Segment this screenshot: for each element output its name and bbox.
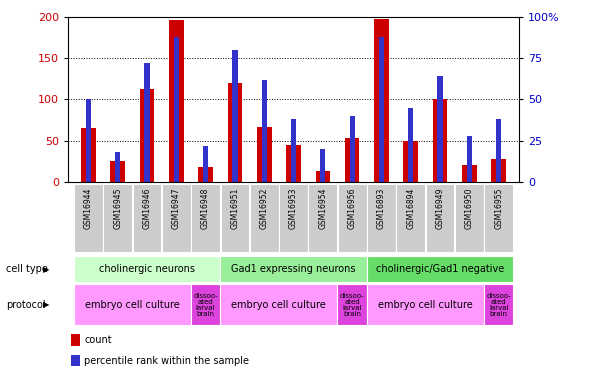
Text: GSM16946: GSM16946 <box>142 187 152 229</box>
Bar <box>345 138 359 182</box>
FancyBboxPatch shape <box>220 284 337 325</box>
Bar <box>203 146 208 182</box>
Text: Gad1 expressing neurons: Gad1 expressing neurons <box>231 264 356 274</box>
Bar <box>261 80 267 182</box>
Text: GSM16954: GSM16954 <box>319 187 327 229</box>
FancyBboxPatch shape <box>74 256 220 282</box>
Text: cholinergic neurons: cholinergic neurons <box>99 264 195 274</box>
Text: ▶: ▶ <box>42 265 49 274</box>
FancyBboxPatch shape <box>220 256 367 282</box>
FancyBboxPatch shape <box>191 284 220 325</box>
Bar <box>291 119 296 182</box>
Text: GSM16948: GSM16948 <box>201 187 210 229</box>
Bar <box>404 141 418 182</box>
Bar <box>349 116 355 182</box>
FancyBboxPatch shape <box>221 184 249 252</box>
Bar <box>228 83 242 182</box>
Text: GSM16893: GSM16893 <box>377 187 386 229</box>
Bar <box>432 99 447 182</box>
Bar <box>232 50 238 182</box>
Text: GSM16947: GSM16947 <box>172 187 181 229</box>
Text: GSM16952: GSM16952 <box>260 187 268 229</box>
FancyBboxPatch shape <box>191 184 220 252</box>
Bar <box>462 165 477 182</box>
Text: GSM16945: GSM16945 <box>113 187 122 229</box>
FancyBboxPatch shape <box>426 184 454 252</box>
Bar <box>169 20 183 182</box>
Text: GSM16955: GSM16955 <box>494 187 503 229</box>
Bar <box>198 167 213 182</box>
Bar <box>257 127 271 182</box>
Text: embryo cell culture: embryo cell culture <box>378 300 473 310</box>
Text: dissoo-
ated
larval
brain: dissoo- ated larval brain <box>486 292 511 316</box>
Bar <box>316 171 330 182</box>
Text: GSM16949: GSM16949 <box>435 187 445 229</box>
Bar <box>374 18 389 182</box>
FancyBboxPatch shape <box>367 256 513 282</box>
Bar <box>286 145 301 182</box>
Bar <box>467 136 472 182</box>
FancyBboxPatch shape <box>367 284 484 325</box>
Bar <box>437 76 442 182</box>
Text: embryo cell culture: embryo cell culture <box>231 300 326 310</box>
Text: count: count <box>84 335 112 345</box>
Text: dissoo-
ated
larval
brain: dissoo- ated larval brain <box>340 292 365 316</box>
FancyBboxPatch shape <box>484 184 513 252</box>
Bar <box>110 161 125 182</box>
Text: ▶: ▶ <box>42 300 49 309</box>
Bar <box>173 37 179 182</box>
Bar <box>320 149 326 182</box>
FancyBboxPatch shape <box>396 184 425 252</box>
Bar <box>408 108 414 182</box>
Bar <box>86 99 91 182</box>
Bar <box>115 152 120 182</box>
Bar <box>71 334 80 346</box>
FancyBboxPatch shape <box>337 284 367 325</box>
Bar <box>71 355 80 366</box>
Bar <box>496 119 502 182</box>
Bar <box>379 37 384 182</box>
FancyBboxPatch shape <box>338 184 366 252</box>
FancyBboxPatch shape <box>455 184 484 252</box>
FancyBboxPatch shape <box>484 284 513 325</box>
FancyBboxPatch shape <box>279 184 308 252</box>
Text: GSM16956: GSM16956 <box>348 187 356 229</box>
FancyBboxPatch shape <box>133 184 161 252</box>
FancyBboxPatch shape <box>250 184 278 252</box>
Bar <box>81 128 96 182</box>
Bar <box>491 159 506 182</box>
FancyBboxPatch shape <box>74 284 191 325</box>
Text: cholinergic/Gad1 negative: cholinergic/Gad1 negative <box>376 264 504 274</box>
Text: embryo cell culture: embryo cell culture <box>85 300 180 310</box>
Text: dissoo-
ated
larval
brain: dissoo- ated larval brain <box>193 292 218 316</box>
Text: protocol: protocol <box>6 300 45 310</box>
Text: GSM16953: GSM16953 <box>289 187 298 229</box>
Text: GSM16950: GSM16950 <box>465 187 474 229</box>
FancyBboxPatch shape <box>103 184 132 252</box>
Text: percentile rank within the sample: percentile rank within the sample <box>84 356 250 366</box>
Text: GSM16951: GSM16951 <box>231 187 240 229</box>
Text: cell type: cell type <box>6 264 48 274</box>
FancyBboxPatch shape <box>367 184 396 252</box>
Text: GSM16944: GSM16944 <box>84 187 93 229</box>
FancyBboxPatch shape <box>162 184 191 252</box>
Bar <box>145 63 150 182</box>
Bar <box>140 90 155 182</box>
FancyBboxPatch shape <box>74 184 103 252</box>
Text: GSM16894: GSM16894 <box>407 187 415 229</box>
FancyBboxPatch shape <box>309 184 337 252</box>
